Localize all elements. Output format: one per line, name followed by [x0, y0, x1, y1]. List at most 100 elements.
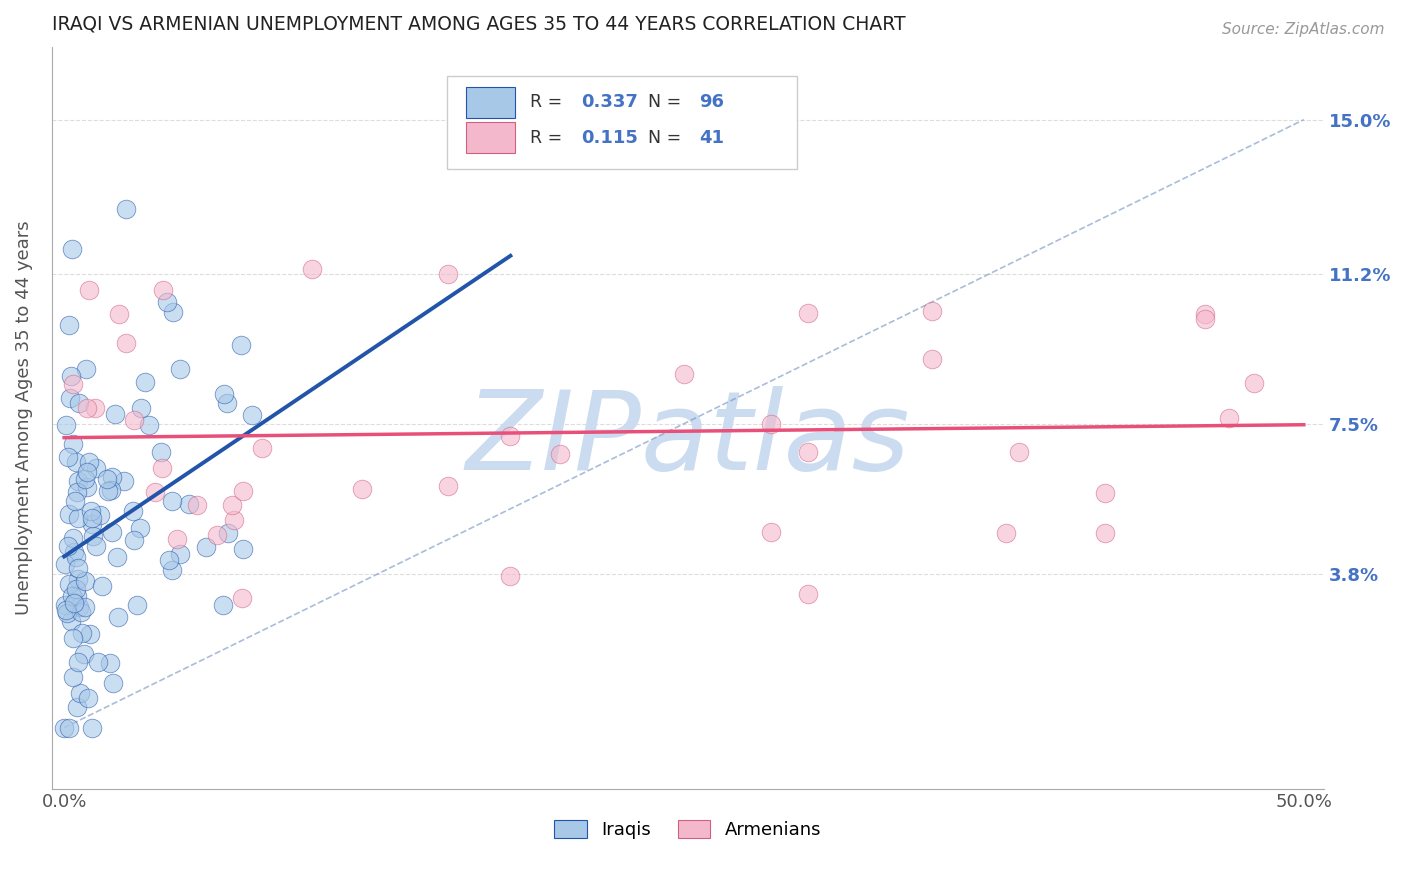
Point — [995, 526, 1018, 541]
Point — [121, 504, 143, 518]
Point — [80, 516, 103, 531]
Point — [100, 483, 122, 497]
Point — [62, 376, 84, 391]
Point — [84, 539, 107, 553]
Point — [195, 540, 218, 554]
Point — [103, 407, 125, 421]
Point — [72, 626, 94, 640]
Point — [65, 550, 87, 565]
Point — [149, 445, 172, 459]
Point — [56, 607, 79, 621]
Point — [55, 603, 77, 617]
Point — [60, 589, 83, 603]
Point — [65, 454, 87, 468]
Point — [672, 367, 695, 381]
Bar — [467, 87, 515, 118]
Point — [212, 387, 235, 401]
Point — [138, 418, 160, 433]
Point — [143, 485, 166, 500]
Point — [56, 450, 79, 465]
Point — [66, 474, 89, 488]
Point — [548, 446, 571, 460]
Point — [96, 472, 118, 486]
Point — [107, 307, 129, 321]
Point — [75, 362, 97, 376]
Point — [1094, 526, 1116, 541]
Text: R =: R = — [530, 94, 568, 112]
Point — [82, 529, 104, 543]
Text: ZIPatlas: ZIPatlas — [465, 386, 910, 493]
Point — [124, 533, 146, 547]
Point — [759, 417, 782, 431]
Point — [63, 596, 86, 610]
Point — [240, 408, 263, 422]
Point — [53, 598, 76, 612]
Y-axis label: Unemployment Among Ages 35 to 44 years: Unemployment Among Ages 35 to 44 years — [15, 220, 32, 615]
Point — [212, 598, 235, 612]
Point — [86, 655, 108, 669]
Text: 41: 41 — [699, 129, 724, 147]
Point — [160, 493, 183, 508]
Point — [58, 318, 80, 333]
Text: N =: N = — [648, 129, 688, 147]
Point — [62, 669, 84, 683]
Point — [1194, 312, 1216, 326]
Point — [797, 306, 820, 320]
Point — [53, 721, 76, 735]
Point — [232, 542, 254, 557]
Point — [59, 615, 82, 629]
Point — [921, 304, 943, 318]
Point — [77, 690, 100, 705]
Point — [499, 429, 522, 443]
Point — [157, 552, 180, 566]
Point — [66, 589, 89, 603]
FancyBboxPatch shape — [447, 77, 797, 169]
Point — [229, 338, 252, 352]
Point — [69, 600, 91, 615]
Point — [232, 484, 254, 499]
Point — [75, 472, 97, 486]
Text: 0.337: 0.337 — [581, 94, 638, 112]
Point — [80, 511, 103, 525]
Point — [62, 437, 84, 451]
Text: 96: 96 — [699, 94, 724, 112]
Point — [1218, 410, 1240, 425]
Point — [105, 550, 128, 565]
Point — [124, 412, 146, 426]
Point — [80, 504, 103, 518]
Point — [58, 508, 80, 522]
Point — [1008, 444, 1031, 458]
Point — [1094, 485, 1116, 500]
Point — [797, 587, 820, 601]
Point — [301, 261, 323, 276]
Text: N =: N = — [648, 94, 688, 112]
Point — [62, 545, 84, 559]
Point — [169, 362, 191, 376]
Point — [115, 335, 138, 350]
Point — [80, 721, 103, 735]
Text: 0.115: 0.115 — [581, 129, 638, 147]
Point — [79, 627, 101, 641]
Point — [89, 508, 111, 523]
Point — [67, 396, 90, 410]
Text: R =: R = — [530, 129, 568, 147]
Point — [84, 401, 107, 415]
Point — [98, 656, 121, 670]
Bar — [467, 122, 515, 153]
Point — [69, 686, 91, 700]
Point — [437, 479, 460, 493]
Point — [90, 579, 112, 593]
Point — [62, 631, 84, 645]
Point — [205, 528, 228, 542]
Point — [66, 484, 89, 499]
Point — [86, 460, 108, 475]
Point — [222, 513, 245, 527]
Point — [499, 569, 522, 583]
Point — [66, 511, 89, 525]
Point — [97, 483, 120, 498]
Point — [350, 482, 373, 496]
Point — [221, 499, 243, 513]
Point — [60, 243, 83, 257]
Point — [128, 521, 150, 535]
Point — [101, 524, 124, 539]
